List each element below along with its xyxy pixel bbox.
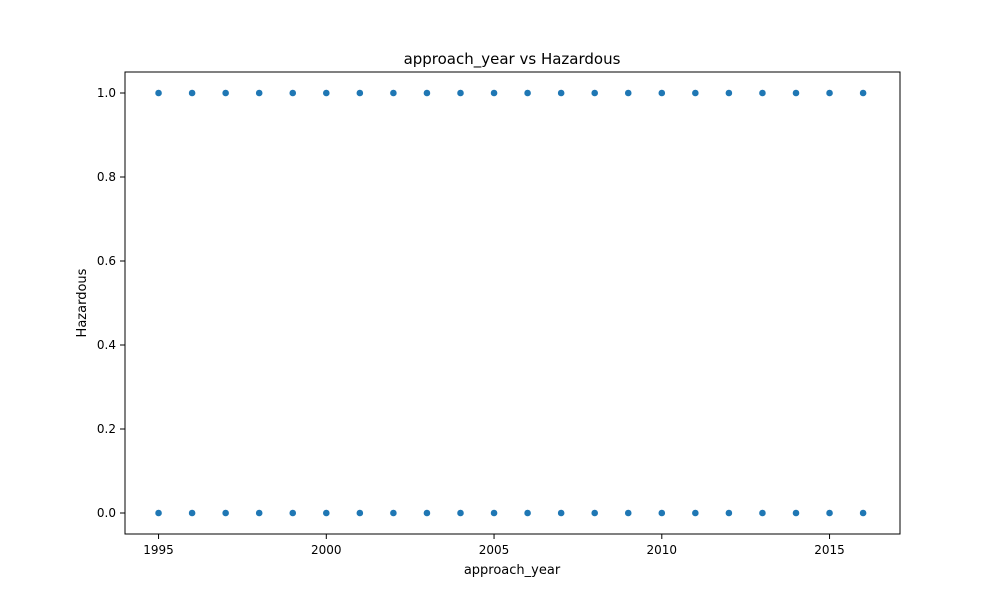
data-point — [221, 509, 230, 517]
x-tick-label: 2005 — [479, 543, 510, 557]
data-point — [490, 89, 498, 97]
data-point — [490, 509, 498, 517]
y-tick-label: 0.6 — [97, 254, 116, 268]
ticks-layer: 1995 2000 2005 2010 2015 0.0 0.2 0.4 0.6 0.8 1.0 — [97, 86, 845, 557]
data-point — [825, 89, 834, 97]
y-tick-label: 0.4 — [97, 338, 116, 352]
data-point — [355, 509, 364, 517]
data-point — [456, 89, 465, 97]
data-point — [322, 509, 331, 517]
data-point — [657, 509, 666, 517]
data-point — [389, 509, 398, 517]
data-point — [322, 89, 331, 97]
data-point — [423, 509, 431, 517]
data-point — [624, 89, 633, 97]
y-tick-label: 0.2 — [97, 422, 116, 436]
data-point — [154, 89, 163, 97]
data-point — [691, 89, 700, 97]
x-tick-label: 2010 — [647, 543, 678, 557]
x-axis-label: approach_year — [464, 563, 561, 578]
data-point — [590, 509, 599, 517]
x-tick-label: 2015 — [814, 543, 845, 557]
data-point — [691, 509, 700, 517]
data-point — [792, 89, 800, 97]
data-point — [255, 89, 264, 97]
chart-title: approach_year vs Hazardous — [404, 50, 621, 69]
data-point — [725, 509, 733, 517]
y-tick-label: 0.0 — [97, 506, 116, 520]
plot-frame — [124, 71, 901, 535]
y-tick-label: 0.8 — [97, 170, 116, 184]
data-point — [859, 509, 867, 517]
data-point — [288, 509, 297, 517]
data-point — [523, 89, 532, 97]
data-point — [154, 509, 163, 517]
data-point — [221, 89, 230, 97]
data-point — [188, 509, 196, 517]
data-point — [590, 89, 599, 97]
x-tick-label: 2000 — [311, 543, 342, 557]
points-layer — [154, 89, 867, 517]
data-point — [725, 89, 733, 97]
y-tick-label: 1.0 — [97, 86, 116, 100]
data-point — [792, 509, 800, 517]
data-point — [825, 509, 834, 517]
data-point — [355, 89, 364, 97]
data-point — [758, 89, 767, 97]
data-point — [423, 89, 431, 97]
x-tick-label: 1995 — [143, 543, 174, 557]
data-point — [557, 89, 566, 97]
data-point — [389, 89, 398, 97]
data-point — [657, 89, 666, 97]
data-point — [859, 89, 867, 97]
y-axis-label: Hazardous — [75, 268, 90, 337]
data-point — [523, 509, 532, 517]
data-point — [288, 89, 297, 97]
data-point — [255, 509, 264, 517]
data-point — [557, 509, 566, 517]
data-point — [188, 89, 196, 97]
data-point — [758, 509, 767, 517]
data-point — [624, 509, 633, 517]
data-point — [456, 509, 465, 517]
